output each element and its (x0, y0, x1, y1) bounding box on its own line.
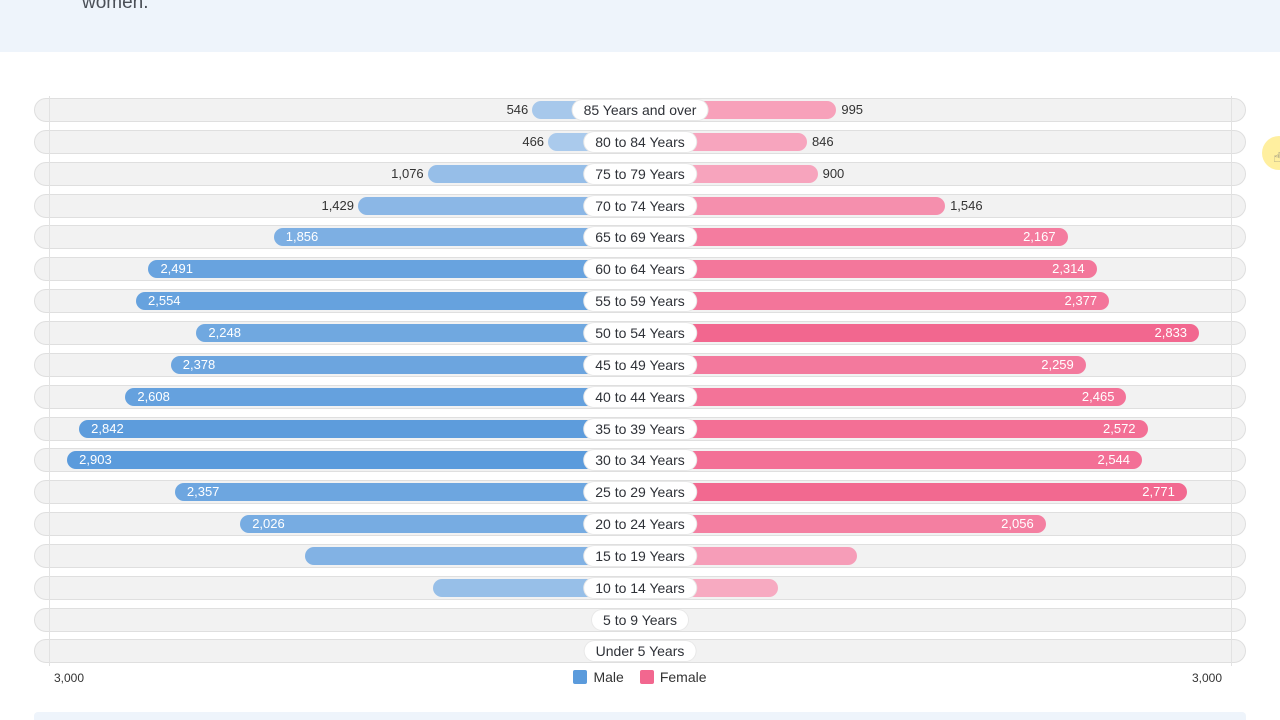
age-group-label: 10 to 14 Years (584, 577, 696, 598)
right-axis-line (1231, 96, 1232, 666)
age-group-label: 30 to 34 Years (584, 450, 696, 471)
male-bar[interactable] (67, 451, 640, 470)
legend-label-male: Male (593, 669, 624, 685)
female-value-label: 2,544 (1097, 452, 1131, 468)
female-bar[interactable] (640, 323, 1200, 342)
male-value-label: 1,429 (321, 197, 355, 213)
age-group-label: 45 to 49 Years (584, 354, 696, 375)
female-value-label: 900 (822, 165, 845, 181)
male-value-label: 466 (522, 133, 545, 149)
legend-label-female: Female (659, 669, 707, 685)
male-bar[interactable] (79, 419, 640, 438)
male-bar[interactable] (196, 323, 640, 342)
female-bar[interactable] (640, 419, 1148, 438)
age-group-label: 25 to 29 Years (584, 482, 696, 503)
female-value-label: 1,546 (950, 197, 983, 213)
cursor-highlight: ☝ (1262, 136, 1280, 170)
female-value-label: 995 (841, 102, 864, 117)
legend-swatch-male (573, 670, 588, 684)
male-value-label: 2,903 (79, 452, 112, 468)
age-group-label: 65 to 69 Years (584, 227, 696, 248)
age-group-label: 85 Years and over (572, 100, 708, 120)
male-bar[interactable] (125, 387, 640, 406)
female-value-label: 2,833 (1154, 324, 1188, 340)
age-group-label: 40 to 44 Years (584, 386, 696, 407)
female-value-label: 2,465 (1081, 388, 1115, 404)
male-value-label: 2,842 (91, 420, 124, 436)
legend-swatch-female (639, 670, 654, 684)
male-value-label: 2,608 (137, 388, 170, 404)
male-bar[interactable] (358, 196, 640, 215)
male-value-label: 546 (506, 102, 529, 117)
male-value-label: 1,856 (285, 229, 319, 245)
male-value-label: 2,554 (148, 293, 181, 309)
male-value-label: 2,378 (182, 356, 216, 372)
female-value-label: 2,056 (1001, 516, 1034, 532)
male-value-label: 1,076 (391, 165, 424, 181)
next-section-band (34, 712, 1246, 720)
female-bar[interactable] (640, 515, 1046, 534)
female-value-label: 2,377 (1064, 293, 1098, 309)
female-value-label: 2,314 (1052, 261, 1085, 277)
female-bar[interactable] (640, 483, 1187, 502)
age-group-label: 60 to 64 Years (584, 259, 696, 280)
intro-text: women. (82, 0, 149, 13)
male-bar[interactable] (136, 292, 640, 311)
age-group-label: 80 to 84 Years (584, 131, 696, 152)
age-group-label: 75 to 79 Years (584, 163, 696, 184)
female-bar[interactable] (640, 228, 1068, 247)
female-bar[interactable] (640, 387, 1127, 406)
male-value-label: 2,357 (186, 484, 220, 500)
male-value-label: 2,491 (160, 261, 193, 277)
male-value-label: 2,026 (252, 516, 285, 532)
female-value-label: 846 (811, 133, 834, 149)
legend-item-female[interactable]: Female (639, 669, 707, 685)
female-value-label: 2,771 (1142, 484, 1175, 500)
female-value-label: 2,572 (1103, 420, 1136, 436)
female-value-label: 2,259 (1041, 356, 1074, 372)
male-bar[interactable] (240, 515, 640, 534)
legend-item-male[interactable]: Male (573, 669, 624, 685)
chart-legend: Male Female (0, 669, 1280, 685)
female-value-label: 2,167 (1023, 229, 1056, 245)
age-group-label: 20 to 24 Years (584, 514, 696, 535)
male-bar[interactable] (174, 483, 640, 502)
male-bar[interactable] (148, 260, 640, 279)
female-bar[interactable] (640, 260, 1097, 279)
age-group-label: 35 to 39 Years (584, 418, 696, 439)
age-group-label: 15 to 19 Years (584, 545, 696, 566)
age-group-label: 70 to 74 Years (584, 195, 696, 216)
axis-max-label: 3,000 (1192, 671, 1223, 685)
female-bar[interactable] (640, 196, 946, 215)
age-group-label: 50 to 54 Years (584, 322, 696, 343)
male-value-label: 2,248 (208, 324, 241, 340)
female-bar[interactable] (640, 292, 1110, 311)
male-bar[interactable] (304, 546, 640, 565)
axis-min-label: 3,000 (54, 671, 85, 685)
female-bar[interactable] (640, 451, 1143, 470)
left-axis-line (49, 96, 50, 666)
male-bar[interactable] (273, 228, 640, 247)
intro-band: women. (0, 0, 1280, 52)
age-group-label: 55 to 59 Years (584, 291, 696, 312)
age-group-label: Under 5 Years (584, 641, 696, 662)
pointer-cursor-icon: ☝ (1273, 149, 1280, 165)
age-group-label: 5 to 9 Years (592, 609, 688, 630)
female-bar[interactable] (640, 355, 1086, 374)
male-bar[interactable] (170, 355, 640, 374)
